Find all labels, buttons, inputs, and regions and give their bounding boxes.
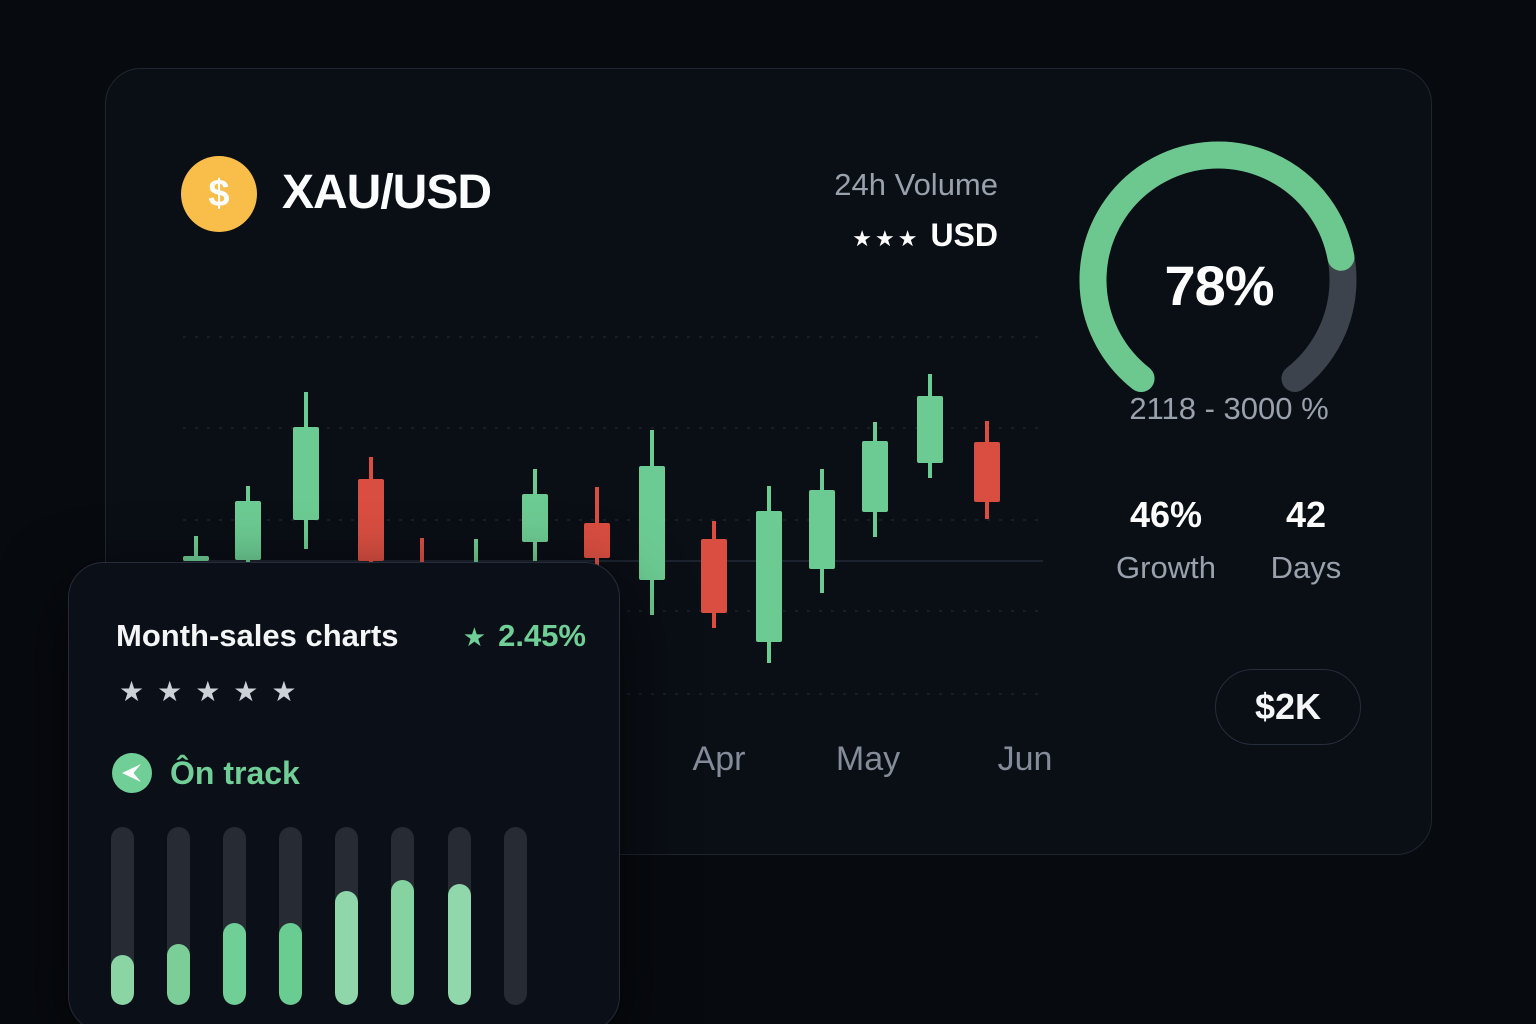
progress-bar-track	[503, 827, 527, 1005]
month-sales-header: Month-sales charts ★ 2.45%	[116, 618, 586, 654]
month-label-may: May	[835, 740, 901, 778]
pair-title: XAU/USD	[282, 166, 492, 219]
progress-bar-track	[166, 827, 190, 1005]
gauge-range: 2118 - 3000 %	[1129, 391, 1329, 426]
coin-symbol: $	[208, 172, 230, 215]
progress-bar-chart	[69, 827, 621, 1005]
change-badge: ★ 2.45%	[463, 618, 586, 654]
progress-bar-fill	[334, 891, 358, 1005]
progress-bar-fill	[166, 944, 190, 1005]
progress-bar-track	[447, 827, 471, 1005]
progress-bar-track	[222, 827, 246, 1005]
change-star-icon: ★	[462, 622, 487, 652]
progress-bar-fill	[390, 880, 414, 1005]
progress-bar-fill	[110, 955, 134, 1005]
volume-label: 24h Volume	[834, 167, 998, 202]
days-label: Days	[1270, 550, 1342, 585]
amount-button[interactable]: $2K	[1215, 669, 1361, 745]
status-row: Ôn track	[112, 753, 300, 793]
progress-bar-fill	[278, 923, 302, 1005]
stat-days: 42 Days	[1246, 494, 1366, 586]
growth-label: Growth	[1116, 550, 1216, 585]
stat-growth: 46% Growth	[1106, 494, 1226, 586]
growth-value: 46%	[1129, 494, 1203, 535]
gauge-value: 78%	[1164, 254, 1274, 317]
dollar-coin-icon: $	[181, 156, 257, 232]
volume-block: 24h Volume ★★★ USD	[834, 167, 998, 254]
progress-bar-track	[334, 827, 358, 1005]
progress-bar-track	[110, 827, 134, 1005]
days-value: 42	[1285, 494, 1327, 535]
volume-stars-icon: ★★★	[852, 226, 921, 251]
volume-currency: USD	[930, 217, 998, 253]
progress-bar-track	[390, 827, 414, 1005]
volume-value: ★★★ USD	[834, 217, 998, 254]
month-label-apr: Apr	[692, 740, 746, 778]
progress-bar-fill	[222, 923, 246, 1005]
progress-bar-track	[278, 827, 302, 1005]
amount-button-label: $2K	[1254, 686, 1322, 727]
month-sales-card: Month-sales charts ★ 2.45% ★★★★★ Ôn trac…	[68, 562, 620, 1024]
progress-bar-fill	[447, 884, 471, 1005]
change-value: 2.45%	[498, 618, 586, 653]
month-sales-title: Month-sales charts	[116, 618, 399, 653]
status-label: Ôn track	[170, 754, 300, 791]
rating-stars: ★★★★★	[119, 676, 310, 707]
send-plane-icon	[112, 753, 152, 793]
month-label-jun: Jun	[997, 740, 1053, 778]
